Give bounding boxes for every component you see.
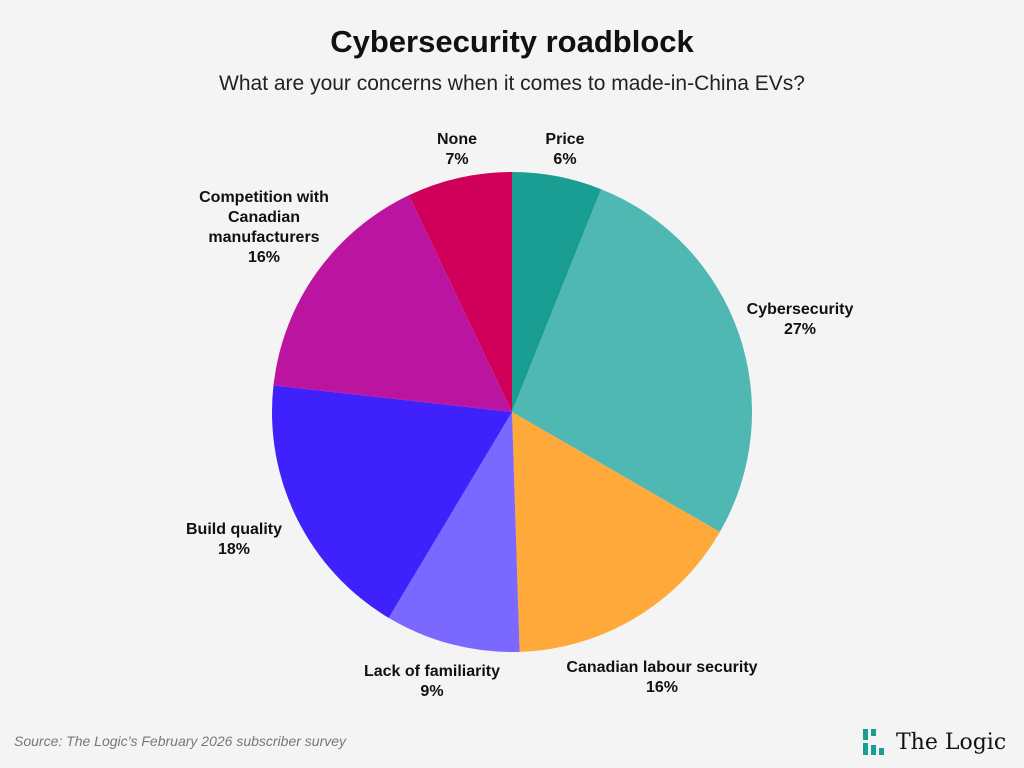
source-note: Source: The Logic’s February 2026 subscr… <box>14 733 346 749</box>
slice-label-name: Build quality <box>186 521 282 538</box>
pie-slice <box>273 195 512 412</box>
slice-label: None 7% <box>437 130 477 170</box>
logo-bars-icon <box>863 729 884 755</box>
slice-label-value: 9% <box>420 683 444 700</box>
slice-label: Competition with Canadian manufacturers 1… <box>199 188 329 268</box>
chart-subtitle: What are your concerns when it comes to … <box>219 72 805 95</box>
slice-label-name: Canadian labour security <box>566 659 758 676</box>
pie-slice <box>272 385 512 618</box>
slice-label-value: 18% <box>217 541 251 558</box>
pie-slice <box>512 189 752 532</box>
slice-label-value: 16% <box>247 249 281 266</box>
pie-slice <box>512 172 602 412</box>
source-rest: February 2026 subscriber survey <box>141 733 347 749</box>
slice-label: Canadian labour security 16% <box>566 658 757 698</box>
slice-label-name: Price <box>545 131 585 148</box>
slice-label-name: Competition with Canadian manufacturers <box>199 189 329 246</box>
pie-slice <box>408 172 512 412</box>
chart-title: Cybersecurity roadblock <box>330 24 694 59</box>
slice-label: Build quality 18% <box>186 520 282 560</box>
slice-label-name: Cybersecurity <box>746 301 854 318</box>
pie-slice <box>388 412 520 652</box>
slice-label: Cybersecurity 27% <box>747 300 854 340</box>
slice-label-value: 16% <box>645 679 679 696</box>
slice-label-value: 7% <box>445 151 469 168</box>
slice-label-name: None <box>437 131 477 148</box>
the-logic-logo: The Logic <box>862 728 1006 756</box>
logo-text: The Logic <box>896 729 1007 755</box>
slice-label: Lack of familiarity 9% <box>364 662 500 702</box>
slice-label: Price 6% <box>545 130 584 170</box>
pie-slice <box>512 412 720 652</box>
slice-label-value: 27% <box>783 321 817 338</box>
slice-label-value: 6% <box>553 151 577 168</box>
slice-label-name: Lack of familiarity <box>363 663 501 680</box>
source-prefix: Source: The Logic’s <box>14 733 142 749</box>
